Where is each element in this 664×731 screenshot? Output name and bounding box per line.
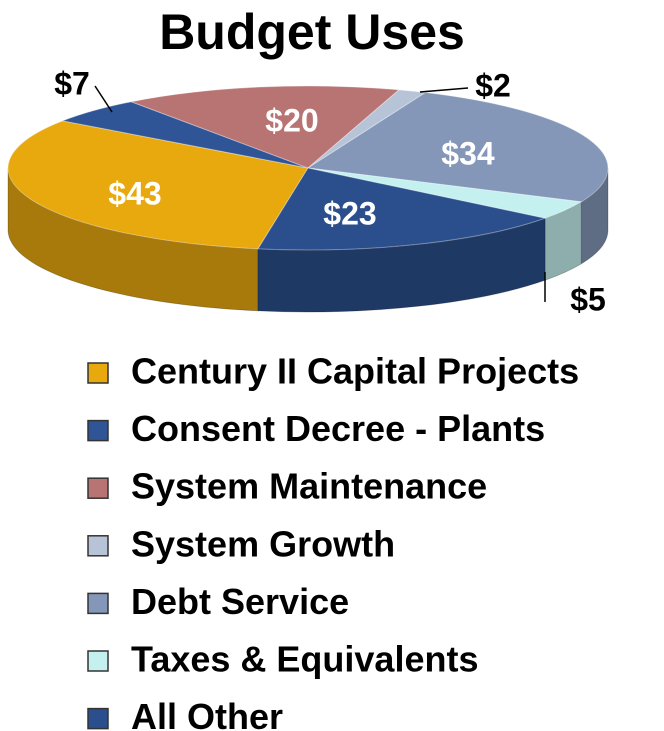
data-label: $20: [265, 102, 318, 138]
legend-label: Consent Decree - Plants: [131, 408, 545, 449]
data-label: $34: [441, 135, 495, 171]
legend-swatch: [87, 419, 109, 442]
data-label: $5: [570, 281, 606, 317]
legend-label: System Growth: [131, 523, 395, 564]
data-label: $7: [54, 65, 90, 101]
leader-line: [94, 85, 113, 113]
legend-label: Century II Capital Projects: [131, 351, 579, 392]
data-label: $2: [475, 67, 511, 103]
legend-swatch: [87, 362, 109, 384]
pie-slice: [307, 167, 583, 219]
pie-side: [7, 167, 259, 312]
legend-swatch: [87, 592, 109, 615]
legend-swatch: [87, 477, 109, 499]
pie-slice: [307, 89, 427, 169]
legend-swatch: [87, 707, 109, 730]
data-label: $23: [323, 195, 376, 231]
pie-slice: [257, 167, 547, 251]
legend-label: System Maintenance: [131, 466, 487, 507]
pie-slice: [7, 120, 309, 250]
pie-slice: [306, 92, 609, 203]
chart-title: Budget Uses: [159, 4, 465, 60]
legend-label: All Other: [131, 696, 283, 731]
legend-label: Taxes & Equivalents: [131, 639, 478, 680]
pie-slice: [129, 85, 401, 169]
pie-slice: [60, 101, 309, 169]
legend-label: Debt Service: [131, 581, 349, 622]
leader-line: [419, 87, 469, 93]
data-label: $43: [108, 175, 161, 211]
legend-swatch: [87, 650, 109, 672]
legend-swatch: [87, 535, 109, 557]
